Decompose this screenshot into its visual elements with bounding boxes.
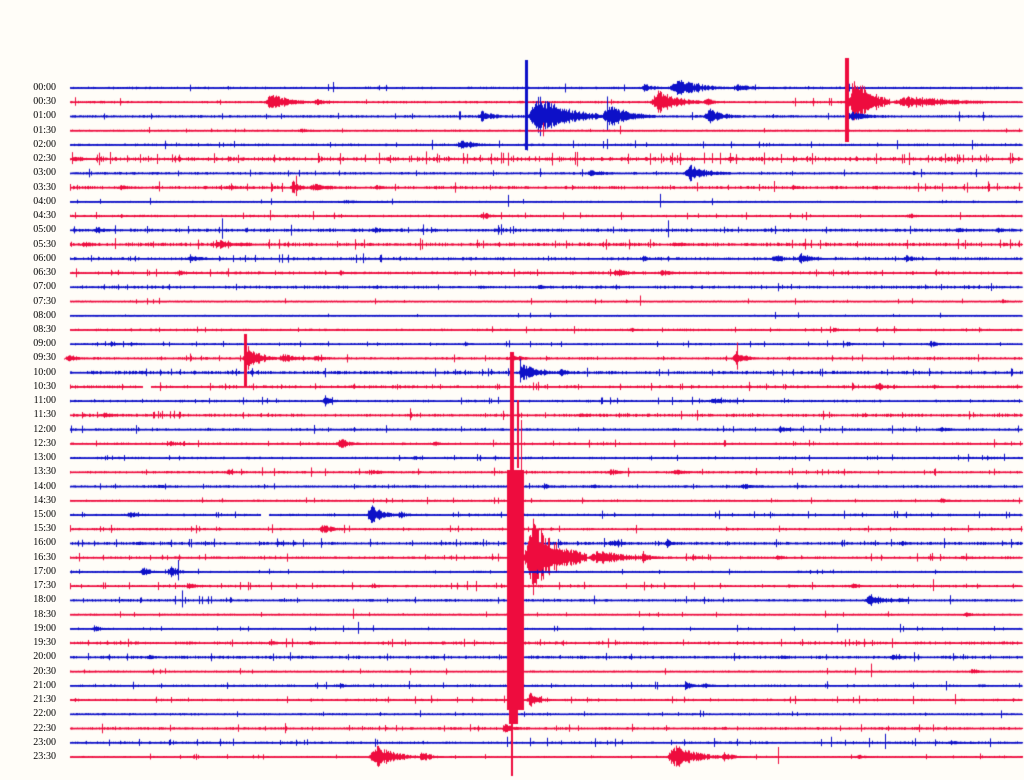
row-time-label: 10:30: [33, 380, 56, 392]
row-time-label: 03:30: [33, 181, 56, 193]
row-time-label: 00:00: [33, 82, 56, 93]
row-time-label: 09:00: [33, 338, 56, 350]
row-time-label: 19:30: [33, 637, 56, 649]
row-time-label: 04:00: [33, 195, 56, 207]
row-time-label: 18:00: [33, 594, 56, 606]
row-time-label: 12:00: [33, 423, 56, 435]
row-time-label: 06:00: [33, 252, 56, 264]
row-time-label: 14:30: [33, 494, 56, 506]
row-time-label: 23:30: [33, 750, 56, 762]
row-time-label: 21:30: [33, 694, 56, 706]
row-time-label: 11:30: [33, 409, 56, 421]
row-time-label: 16:00: [33, 537, 56, 549]
row-time-label: 21:00: [33, 679, 56, 691]
row-time-label: 20:30: [33, 665, 56, 677]
row-time-label: 19:00: [33, 622, 56, 634]
row-time-label: 13:00: [33, 452, 56, 464]
row-time-label: 08:30: [33, 323, 56, 335]
row-time-label: 05:30: [33, 238, 56, 250]
row-time-label: 17:00: [33, 565, 56, 577]
row-time-label: 08:00: [33, 309, 56, 321]
row-time-label: 13:30: [33, 466, 56, 478]
row-time-label: 01:00: [33, 110, 56, 122]
row-time-label: 07:30: [33, 295, 56, 307]
row-time-label: 22:30: [33, 722, 56, 734]
row-time-label: 22:00: [33, 708, 56, 720]
row-time-label: 05:00: [33, 224, 56, 236]
row-time-label: 04:30: [33, 210, 56, 222]
row-time-label: 09:30: [33, 352, 56, 364]
row-time-label: 23:00: [33, 736, 56, 748]
row-time-label: 01:30: [33, 124, 56, 136]
row-time-label: 07:00: [33, 281, 56, 293]
time-labels-column: 00:00 00:30 01:00 01:30 02:00 02:30 03:00 03:30…: [0, 0, 60, 780]
row-time-label: 02:30: [33, 153, 56, 165]
row-time-label: 06:30: [33, 267, 56, 279]
row-time-label: 00:30: [33, 96, 56, 108]
row-time-label: 02:00: [33, 138, 56, 150]
row-time-label: 15:00: [33, 509, 56, 521]
row-time-label: 12:30: [33, 437, 56, 449]
row-time-label: 11:00: [33, 395, 56, 407]
row-time-label: 18:30: [33, 608, 56, 620]
row-time-label: 10:00: [33, 366, 56, 378]
row-time-label: 14:00: [33, 480, 56, 492]
row-time-label: 20:00: [33, 651, 56, 663]
row-time-label: 15:30: [33, 523, 56, 535]
row-time-label: 17:30: [33, 580, 56, 592]
row-time-label: 16:30: [33, 551, 56, 563]
row-time-label: 03:00: [33, 167, 56, 179]
